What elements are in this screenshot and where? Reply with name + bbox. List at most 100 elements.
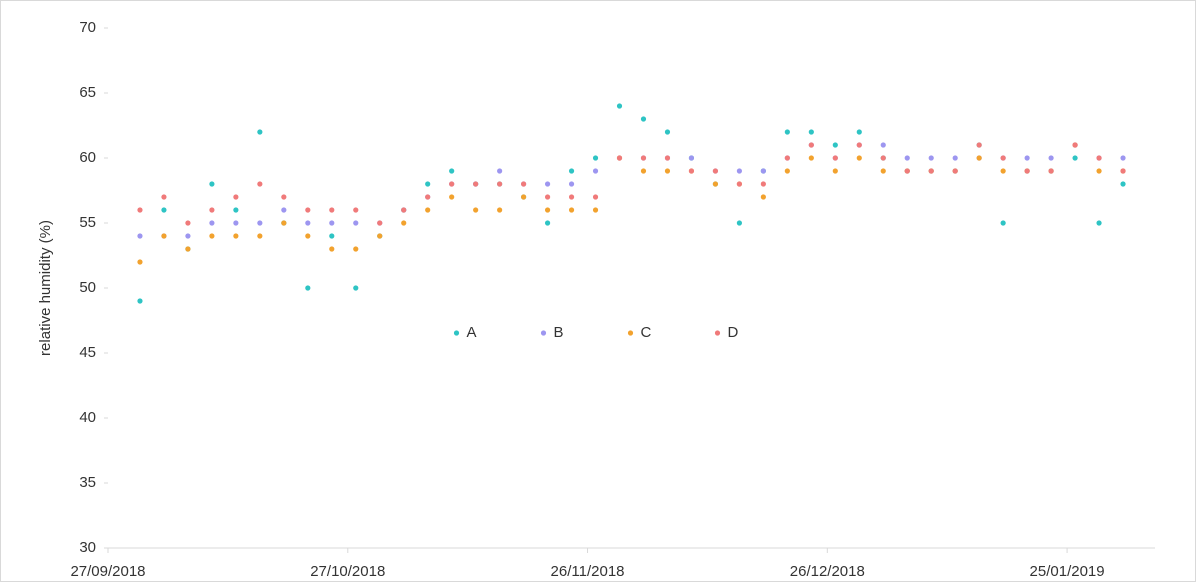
- point: [401, 207, 407, 213]
- point: [544, 220, 551, 226]
- point: [808, 142, 814, 148]
- point: [1120, 155, 1126, 161]
- x-tick-label: 27/10/2018: [310, 563, 385, 580]
- point: [425, 207, 431, 213]
- point: [952, 155, 958, 161]
- point: [449, 181, 455, 187]
- point: [952, 168, 958, 174]
- point: [329, 246, 335, 252]
- point: [329, 207, 335, 213]
- point: [281, 194, 287, 200]
- point: [425, 181, 431, 187]
- point: [592, 207, 599, 213]
- legend-label: C: [641, 324, 652, 341]
- point: [257, 129, 263, 135]
- point: [1072, 142, 1078, 148]
- y-tick-label: 40: [79, 409, 96, 426]
- point: [377, 220, 383, 226]
- point: [305, 285, 311, 291]
- y-tick-label: 35: [79, 474, 96, 491]
- point: [1120, 181, 1126, 187]
- point: [736, 220, 742, 226]
- point: [736, 168, 742, 174]
- point: [521, 181, 527, 187]
- y-tick-label: 55: [79, 214, 96, 231]
- point: [712, 168, 719, 174]
- legend-marker: [540, 330, 547, 336]
- point: [137, 207, 143, 213]
- legend-marker: [714, 330, 721, 336]
- point: [1000, 155, 1006, 161]
- point: [305, 207, 311, 213]
- point: [856, 142, 862, 148]
- y-tick-label: 60: [79, 149, 96, 166]
- point: [1072, 155, 1078, 161]
- legend-marker: [627, 330, 634, 336]
- point: [640, 116, 647, 122]
- point: [736, 181, 742, 187]
- point: [832, 168, 838, 174]
- point: [592, 168, 599, 174]
- point: [544, 207, 551, 213]
- point: [568, 207, 575, 213]
- point: [137, 233, 143, 239]
- point: [616, 103, 623, 109]
- point: [688, 168, 695, 174]
- point: [592, 155, 599, 161]
- point: [1048, 155, 1054, 161]
- point: [760, 194, 766, 200]
- point: [401, 220, 407, 226]
- point: [353, 220, 359, 226]
- point: [161, 233, 167, 239]
- point: [664, 168, 671, 174]
- y-axis-label: relative humidity (%): [37, 220, 54, 356]
- point: [1096, 220, 1102, 226]
- point: [425, 194, 431, 200]
- point: [185, 233, 191, 239]
- point: [137, 259, 143, 265]
- point: [161, 207, 167, 213]
- point: [904, 168, 910, 174]
- point: [856, 155, 862, 161]
- point: [353, 207, 359, 213]
- point: [1096, 168, 1102, 174]
- point: [257, 233, 263, 239]
- y-tick-label: 30: [79, 539, 96, 556]
- point: [664, 129, 671, 135]
- point: [257, 220, 263, 226]
- point: [137, 298, 143, 304]
- point: [832, 142, 838, 148]
- point: [1000, 168, 1006, 174]
- point: [640, 155, 647, 161]
- legend-label: D: [728, 324, 739, 341]
- point: [808, 129, 814, 135]
- x-tick-label: 26/11/2018: [551, 563, 625, 580]
- point: [233, 220, 239, 226]
- point: [880, 142, 886, 148]
- point: [1120, 168, 1126, 174]
- point: [928, 168, 934, 174]
- x-tick-label: 26/12/2018: [790, 563, 865, 580]
- x-tick-label: 25/01/2019: [1030, 563, 1105, 580]
- point: [544, 194, 551, 200]
- point: [209, 233, 215, 239]
- point: [880, 168, 886, 174]
- point: [976, 142, 982, 148]
- legend-marker: [453, 330, 460, 336]
- point: [664, 155, 671, 161]
- point: [592, 194, 599, 200]
- point: [329, 220, 335, 226]
- point: [473, 181, 479, 187]
- point: [185, 220, 191, 226]
- point: [928, 155, 934, 161]
- point: [449, 168, 455, 174]
- point: [521, 194, 527, 200]
- point: [329, 233, 335, 239]
- point: [568, 168, 575, 174]
- point: [1000, 220, 1006, 226]
- x-tick-label: 27/09/2018: [70, 563, 145, 580]
- point: [497, 168, 503, 174]
- point: [473, 207, 479, 213]
